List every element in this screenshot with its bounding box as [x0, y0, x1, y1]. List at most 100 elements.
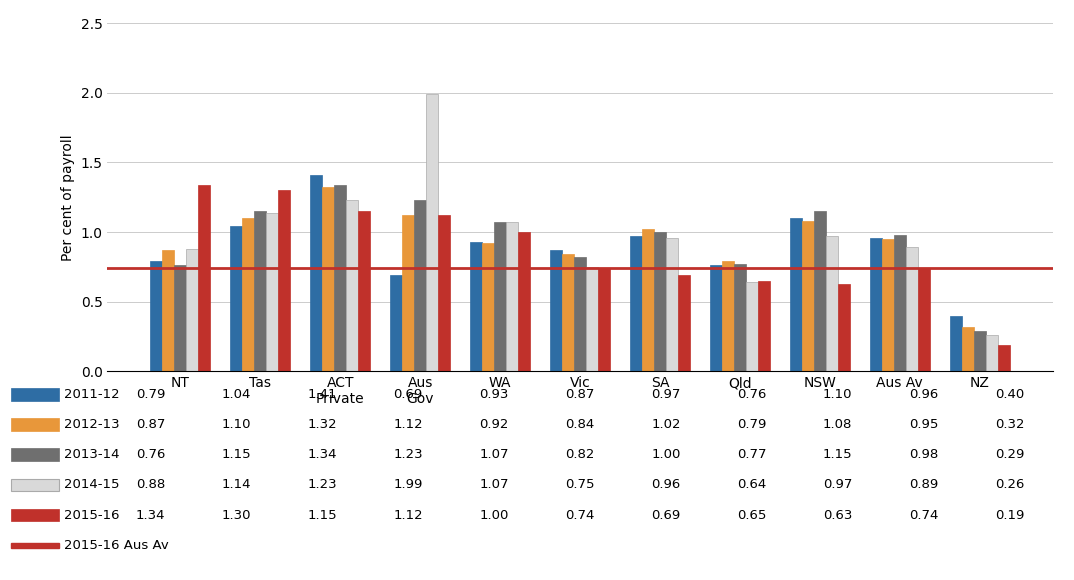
- Text: 1.10: 1.10: [823, 388, 853, 401]
- Bar: [562, 254, 574, 371]
- Bar: [310, 175, 322, 371]
- Bar: [150, 261, 162, 371]
- Bar: [666, 238, 678, 371]
- Text: 0.77: 0.77: [737, 448, 767, 461]
- Text: 2013-14: 2013-14: [64, 448, 120, 461]
- Bar: [586, 267, 598, 371]
- Text: 1.02: 1.02: [651, 418, 681, 431]
- Text: 0.32: 0.32: [995, 418, 1025, 431]
- Text: 0.96: 0.96: [909, 388, 939, 401]
- Bar: [494, 222, 506, 371]
- Bar: [470, 242, 482, 371]
- Text: 0.40: 0.40: [995, 388, 1025, 401]
- Bar: [826, 236, 838, 371]
- Text: 1.12: 1.12: [393, 509, 423, 521]
- Text: 1.00: 1.00: [479, 509, 509, 521]
- Bar: [278, 190, 290, 371]
- Bar: [802, 221, 814, 371]
- Bar: [255, 211, 266, 371]
- Bar: [266, 212, 278, 371]
- Bar: [745, 282, 758, 371]
- Bar: [426, 94, 438, 371]
- Bar: [598, 268, 610, 371]
- Text: 1.07: 1.07: [479, 448, 509, 461]
- Text: 0.84: 0.84: [565, 418, 595, 431]
- Bar: [986, 335, 998, 371]
- Bar: [917, 268, 930, 371]
- Text: 0.82: 0.82: [565, 448, 595, 461]
- Text: 1.34: 1.34: [135, 509, 165, 521]
- Bar: [789, 218, 802, 371]
- Bar: [518, 232, 529, 371]
- Text: 1.14: 1.14: [221, 478, 251, 491]
- Text: 1.04: 1.04: [221, 388, 251, 401]
- Bar: [894, 235, 905, 371]
- Text: 1.07: 1.07: [479, 478, 509, 491]
- Bar: [814, 211, 826, 371]
- Text: 0.69: 0.69: [651, 509, 681, 521]
- Bar: [174, 266, 186, 371]
- Bar: [550, 250, 562, 371]
- Bar: [334, 184, 346, 371]
- Bar: [630, 236, 642, 371]
- Text: 1.41: 1.41: [307, 388, 337, 401]
- Bar: [415, 200, 426, 371]
- Bar: [838, 284, 850, 371]
- Bar: [230, 226, 243, 371]
- Bar: [949, 316, 961, 371]
- Bar: [905, 247, 917, 371]
- Text: 0.87: 0.87: [565, 388, 595, 401]
- Text: 0.89: 0.89: [909, 478, 939, 491]
- Text: 1.30: 1.30: [221, 509, 251, 521]
- Text: 0.87: 0.87: [135, 418, 165, 431]
- Text: 1.34: 1.34: [307, 448, 337, 461]
- Bar: [506, 222, 518, 371]
- Text: 0.97: 0.97: [651, 388, 681, 401]
- Text: 2011-12: 2011-12: [64, 388, 120, 401]
- Text: 1.08: 1.08: [823, 418, 853, 431]
- Text: 2015-16 Aus Av: 2015-16 Aus Av: [64, 539, 170, 552]
- Text: 1.15: 1.15: [823, 448, 853, 461]
- Text: 0.63: 0.63: [823, 509, 853, 521]
- Bar: [199, 184, 211, 371]
- Bar: [346, 200, 358, 371]
- Bar: [574, 257, 586, 371]
- Bar: [710, 266, 722, 371]
- Bar: [358, 211, 371, 371]
- Text: 0.97: 0.97: [823, 478, 853, 491]
- Bar: [322, 187, 334, 371]
- Bar: [654, 232, 666, 371]
- Text: 1.15: 1.15: [221, 448, 251, 461]
- Bar: [390, 275, 402, 371]
- Bar: [961, 327, 974, 371]
- Text: 0.29: 0.29: [995, 448, 1025, 461]
- Bar: [882, 239, 894, 371]
- Text: 0.98: 0.98: [909, 448, 939, 461]
- Text: 0.76: 0.76: [135, 448, 165, 461]
- Text: 1.32: 1.32: [307, 418, 337, 431]
- Bar: [438, 215, 450, 371]
- Text: 2014-15: 2014-15: [64, 478, 120, 491]
- Text: 0.92: 0.92: [479, 418, 509, 431]
- Text: 1.00: 1.00: [651, 448, 681, 461]
- Text: 2012-13: 2012-13: [64, 418, 120, 431]
- Text: 1.10: 1.10: [221, 418, 251, 431]
- Text: 0.79: 0.79: [135, 388, 165, 401]
- Y-axis label: Per cent of payroll: Per cent of payroll: [61, 134, 75, 260]
- Bar: [402, 215, 415, 371]
- Text: 0.75: 0.75: [565, 478, 595, 491]
- Bar: [162, 250, 174, 371]
- Text: 1.15: 1.15: [307, 509, 337, 521]
- Bar: [722, 261, 734, 371]
- Bar: [186, 249, 199, 371]
- Text: 0.93: 0.93: [479, 388, 509, 401]
- Text: 2015-16: 2015-16: [64, 509, 120, 521]
- Text: 0.95: 0.95: [909, 418, 939, 431]
- Bar: [870, 238, 882, 371]
- Text: 0.65: 0.65: [737, 509, 767, 521]
- Bar: [734, 264, 745, 371]
- Text: 0.26: 0.26: [995, 478, 1025, 491]
- Text: 0.76: 0.76: [737, 388, 767, 401]
- Text: 0.19: 0.19: [995, 509, 1025, 521]
- Text: 0.64: 0.64: [737, 478, 767, 491]
